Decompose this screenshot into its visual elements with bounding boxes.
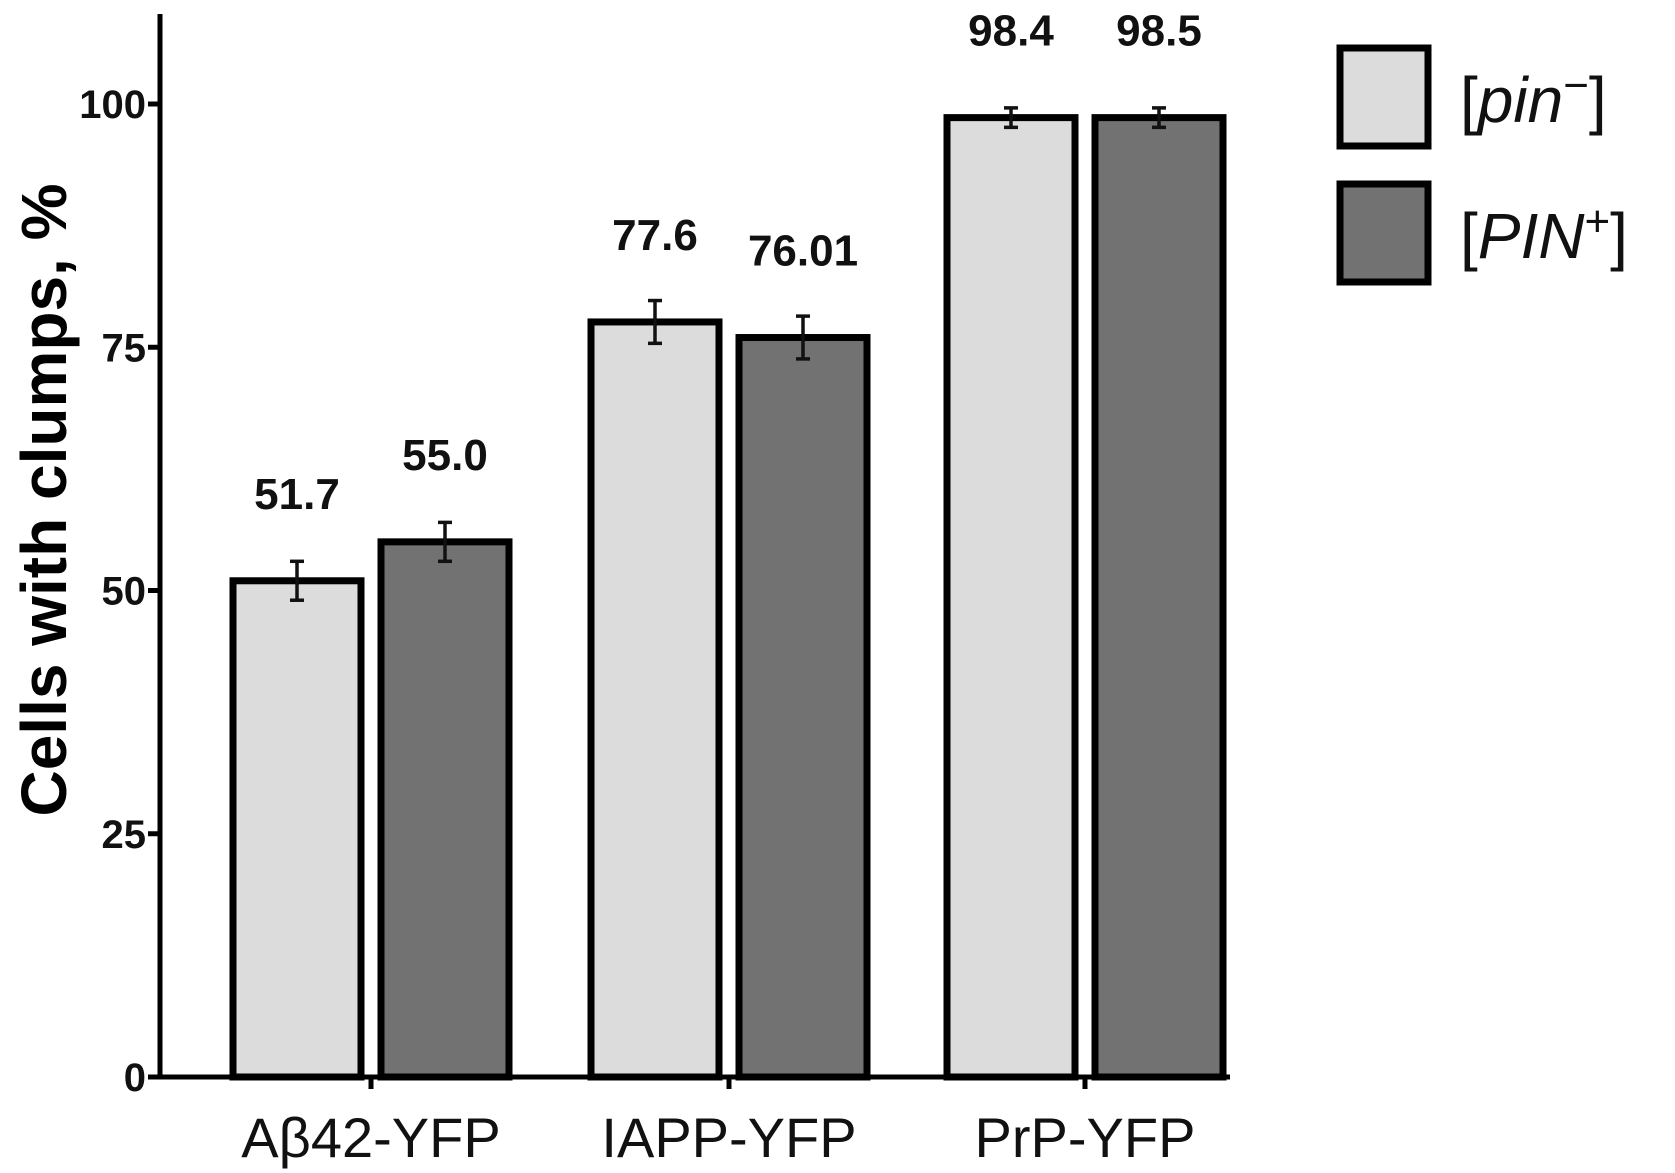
error-bar (438, 520, 452, 564)
legend-label: [pin−] (1460, 61, 1607, 136)
x-tick-label: IAPP-YFP (601, 1106, 856, 1169)
data-label: 98.5 (1116, 7, 1202, 56)
bar (377, 538, 513, 1081)
y-tick-label: 50 (102, 570, 147, 614)
data-label: 98.4 (968, 7, 1054, 56)
bars (229, 106, 1227, 1081)
legend-item: [pin−] (1336, 44, 1607, 150)
error-bar (796, 314, 810, 361)
x-tick-label: Aβ42-YFP (241, 1106, 500, 1169)
data-label: 51.7 (254, 470, 340, 519)
error-bar (1004, 106, 1018, 130)
data-label: 76.01 (748, 227, 858, 276)
legend: [pin−] [PIN+] (1336, 44, 1628, 286)
x-axis: Aβ42-YFP IAPP-YFP PrP-YFP (158, 1074, 1230, 1169)
error-bar (1152, 106, 1166, 130)
data-label: 55.0 (402, 431, 488, 480)
y-axis: 0 25 50 75 100 (79, 14, 163, 1100)
y-tick-label: 75 (102, 326, 147, 370)
legend-label: [PIN+] (1460, 197, 1628, 272)
bar (229, 577, 365, 1081)
error-bar (648, 298, 662, 346)
legend-swatch (1336, 180, 1432, 286)
y-tick-label: 25 (102, 813, 147, 857)
y-tick-label: 100 (79, 83, 146, 127)
bar (943, 114, 1079, 1081)
y-tick-label: 0 (124, 1056, 146, 1100)
x-tick-label: PrP-YFP (975, 1106, 1196, 1169)
data-labels: 51.7 55.0 77.6 76.01 98.4 98.5 (254, 7, 1202, 519)
error-bar (290, 559, 304, 602)
bar (1091, 114, 1227, 1081)
legend-item: [PIN+] (1336, 180, 1628, 286)
bar (735, 334, 871, 1081)
legend-swatch (1336, 44, 1432, 150)
data-label: 77.6 (612, 211, 698, 260)
y-axis-label: Cells with clumps, % (8, 183, 80, 816)
bar (587, 318, 723, 1081)
